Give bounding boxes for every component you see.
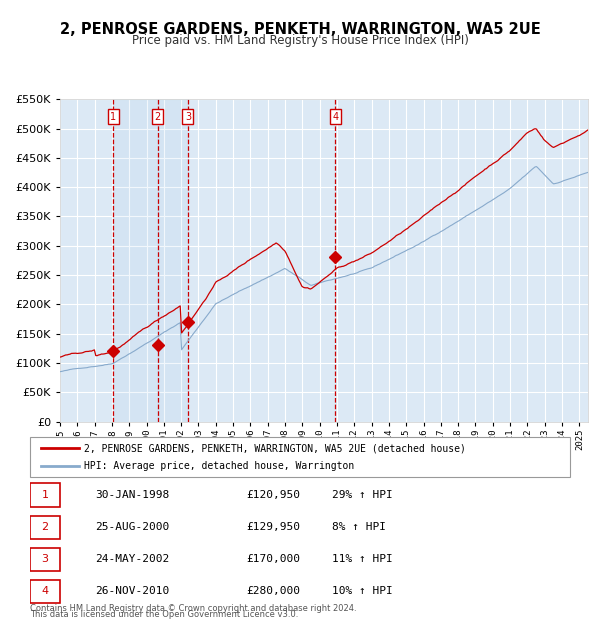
Text: 30-JAN-1998: 30-JAN-1998: [95, 490, 169, 500]
Bar: [158, 99, 188, 422]
Text: 2, PENROSE GARDENS, PENKETH, WARRINGTON, WA5 2UE (detached house): 2, PENROSE GARDENS, PENKETH, WARRINGTON,…: [84, 443, 466, 453]
Text: 3: 3: [41, 554, 49, 564]
Text: 2: 2: [41, 522, 49, 532]
Text: 1: 1: [41, 490, 49, 500]
Text: £280,000: £280,000: [246, 587, 300, 596]
Text: £120,950: £120,950: [246, 490, 300, 500]
Bar: [113, 99, 158, 422]
Text: 25-AUG-2000: 25-AUG-2000: [95, 522, 169, 532]
Text: 11% ↑ HPI: 11% ↑ HPI: [332, 554, 393, 564]
Text: This data is licensed under the Open Government Licence v3.0.: This data is licensed under the Open Gov…: [30, 609, 298, 619]
FancyBboxPatch shape: [30, 516, 60, 539]
Text: 8% ↑ HPI: 8% ↑ HPI: [332, 522, 386, 532]
Text: 4: 4: [332, 112, 338, 122]
Text: 3: 3: [185, 112, 191, 122]
Bar: [334, 99, 336, 422]
Text: £170,000: £170,000: [246, 554, 300, 564]
Text: 2: 2: [155, 112, 161, 122]
FancyBboxPatch shape: [30, 548, 60, 571]
Text: 1: 1: [110, 112, 116, 122]
Text: 4: 4: [41, 587, 49, 596]
Text: Contains HM Land Registry data © Crown copyright and database right 2024.: Contains HM Land Registry data © Crown c…: [30, 603, 356, 613]
Text: 10% ↑ HPI: 10% ↑ HPI: [332, 587, 393, 596]
FancyBboxPatch shape: [30, 484, 60, 507]
Text: 24-MAY-2002: 24-MAY-2002: [95, 554, 169, 564]
Text: £129,950: £129,950: [246, 522, 300, 532]
Text: 29% ↑ HPI: 29% ↑ HPI: [332, 490, 393, 500]
Text: HPI: Average price, detached house, Warrington: HPI: Average price, detached house, Warr…: [84, 461, 354, 471]
FancyBboxPatch shape: [30, 580, 60, 603]
Text: Price paid vs. HM Land Registry's House Price Index (HPI): Price paid vs. HM Land Registry's House …: [131, 34, 469, 47]
Text: 2, PENROSE GARDENS, PENKETH, WARRINGTON, WA5 2UE: 2, PENROSE GARDENS, PENKETH, WARRINGTON,…: [59, 22, 541, 37]
Text: 26-NOV-2010: 26-NOV-2010: [95, 587, 169, 596]
FancyBboxPatch shape: [30, 437, 570, 477]
